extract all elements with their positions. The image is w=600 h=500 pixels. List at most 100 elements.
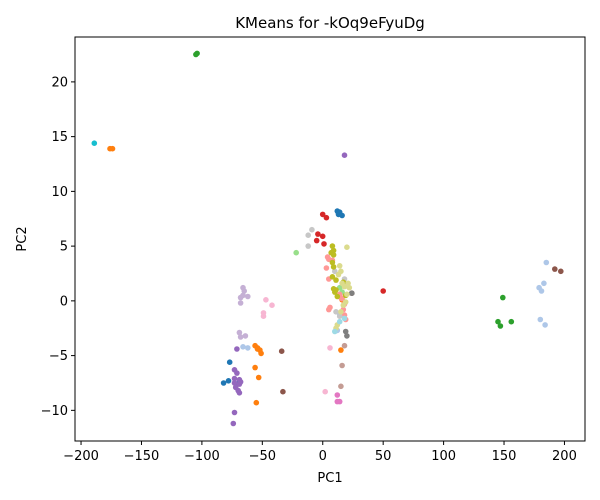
data-point xyxy=(91,140,98,146)
x-tick-label: −200 xyxy=(63,449,99,464)
data-point xyxy=(263,297,269,303)
data-point xyxy=(260,313,267,320)
data-point xyxy=(280,388,286,395)
data-point xyxy=(552,266,558,272)
data-point xyxy=(230,420,237,427)
data-point xyxy=(245,345,251,351)
data-point xyxy=(258,350,264,357)
data-point xyxy=(333,309,339,315)
data-point xyxy=(330,264,337,270)
data-point xyxy=(237,379,244,385)
x-axis-label: PC1 xyxy=(317,471,342,486)
data-point xyxy=(339,362,345,369)
data-point xyxy=(236,329,243,336)
data-point xyxy=(327,304,333,311)
data-point xyxy=(226,359,233,366)
y-tick-label: 15 xyxy=(51,130,68,145)
data-point xyxy=(341,342,348,349)
data-point xyxy=(380,288,387,294)
x-tick-label: −150 xyxy=(124,449,160,464)
data-point xyxy=(336,263,343,269)
data-point xyxy=(342,299,349,305)
data-point xyxy=(341,152,348,158)
data-point xyxy=(309,226,315,233)
y-tick-label: 10 xyxy=(51,185,68,200)
data-point xyxy=(338,347,344,353)
data-point xyxy=(236,390,243,396)
data-point xyxy=(237,294,244,301)
data-point xyxy=(339,212,345,219)
y-tick-label: −5 xyxy=(49,349,68,364)
data-point xyxy=(338,383,344,390)
data-point xyxy=(497,323,504,329)
data-point xyxy=(543,259,550,266)
data-point xyxy=(253,399,260,406)
data-point xyxy=(231,380,238,386)
data-point xyxy=(269,302,275,309)
data-point xyxy=(334,293,341,300)
x-tick-label: −50 xyxy=(249,449,276,464)
data-point xyxy=(255,374,262,381)
data-point xyxy=(109,145,116,152)
data-point xyxy=(336,398,343,405)
data-point xyxy=(194,50,200,57)
data-point xyxy=(345,280,351,287)
x-tick-label: 50 xyxy=(375,449,392,464)
data-point xyxy=(537,316,544,323)
data-point xyxy=(330,252,337,258)
data-point xyxy=(323,265,330,271)
data-point xyxy=(508,318,515,325)
y-tick-label: 0 xyxy=(60,294,68,309)
data-point xyxy=(500,294,506,301)
x-tick-label: −100 xyxy=(184,449,220,464)
data-point xyxy=(254,346,261,352)
data-point xyxy=(231,375,238,382)
data-point xyxy=(341,315,348,322)
data-point xyxy=(541,280,547,287)
data-point xyxy=(346,284,353,291)
data-point xyxy=(333,277,339,283)
data-point xyxy=(344,333,350,339)
x-tick-label: 150 xyxy=(492,449,517,464)
data-point xyxy=(344,291,350,298)
x-tick-label: 100 xyxy=(431,449,456,464)
y-axis-label: PC2 xyxy=(15,226,30,251)
y-tick-label: 5 xyxy=(60,240,68,255)
data-point xyxy=(330,286,337,292)
data-point xyxy=(313,237,320,244)
data-point xyxy=(338,309,344,315)
data-point xyxy=(321,241,327,247)
chart-title: KMeans for -kOq9eFyuDg xyxy=(235,14,425,32)
data-point xyxy=(327,345,333,351)
data-point xyxy=(538,288,545,294)
data-point xyxy=(323,214,330,221)
data-point xyxy=(342,328,349,335)
data-point xyxy=(542,322,548,328)
data-point xyxy=(245,293,251,300)
data-point xyxy=(241,288,247,294)
data-point xyxy=(252,364,258,371)
data-point xyxy=(315,231,321,237)
y-tick-label: 20 xyxy=(51,75,68,90)
data-point xyxy=(220,380,227,386)
data-point xyxy=(237,300,244,306)
data-point xyxy=(332,268,338,275)
data-point xyxy=(332,328,338,335)
data-point xyxy=(336,318,343,325)
x-tick-label: 0 xyxy=(319,449,327,464)
data-point xyxy=(305,232,312,238)
data-point xyxy=(339,295,345,302)
data-point xyxy=(329,243,336,249)
data-point xyxy=(335,271,342,278)
data-point xyxy=(242,333,249,339)
data-point xyxy=(329,259,336,266)
data-point xyxy=(234,370,240,376)
x-tick-label: 200 xyxy=(552,449,577,464)
data-point xyxy=(231,409,238,416)
data-point xyxy=(334,392,341,398)
data-point xyxy=(495,318,501,325)
data-point xyxy=(234,346,240,352)
